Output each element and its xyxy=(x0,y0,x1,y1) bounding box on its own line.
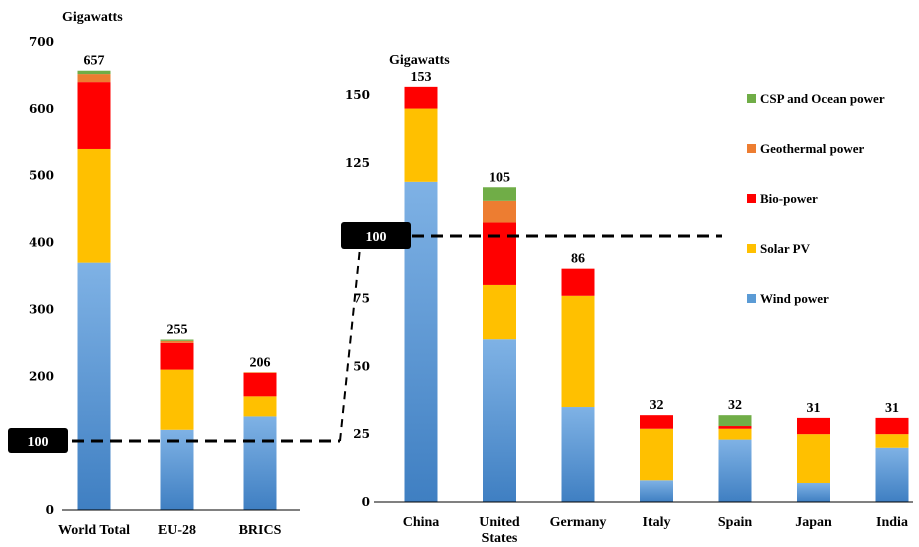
left-bar-eu-28-wind-power xyxy=(160,429,194,510)
right-reference-badge: 100 xyxy=(341,222,411,249)
right-y-tick: 0 xyxy=(362,495,370,509)
right-bar-united-states-csp-and-ocean-power xyxy=(483,187,516,201)
right-category-united-states: United States xyxy=(479,515,520,546)
right-totals: 153 105 86 32 32 31 31 xyxy=(411,70,900,416)
right-bar-india-bio-power xyxy=(875,417,909,435)
right-y-tick: 25 xyxy=(353,427,370,441)
left-y-tick: 500 xyxy=(29,169,54,183)
left-bar-world-total-bio-power xyxy=(77,82,111,149)
right-bar-united-states-bio-power xyxy=(483,222,516,285)
left-total-brics: 206 xyxy=(250,355,271,370)
right-bar-united-states-geothermal-power xyxy=(483,200,516,223)
left-reference-label: 100 xyxy=(28,435,49,450)
right-total-india: 31 xyxy=(885,401,899,416)
left-bar-eu-28-csp-and-ocean-power xyxy=(160,339,194,341)
right-bar-spain-csp-and-ocean-power xyxy=(718,415,752,427)
legend-swatch-bio-power xyxy=(747,194,756,203)
right-bar-china-bio-power xyxy=(404,86,438,109)
left-bar-brics-solar-pv xyxy=(243,396,277,417)
left-bar-world-total-csp-and-ocean-power xyxy=(77,70,111,75)
right-category-india: India xyxy=(876,515,908,530)
right-bar-united-states-solar-pv xyxy=(483,284,516,340)
right-total-japan: 31 xyxy=(807,401,821,416)
right-bar-italy-wind-power xyxy=(640,480,673,502)
left-y-tick: 200 xyxy=(29,369,54,383)
left-bar-eu-28-bio-power xyxy=(160,342,194,370)
left-category-eu-28: EU-28 xyxy=(158,523,196,538)
right-category-italy: Italy xyxy=(643,515,671,530)
left-bar-eu-28-geothermal-power xyxy=(160,340,194,343)
left-bars xyxy=(77,70,277,510)
left-y-tick: 600 xyxy=(29,102,54,116)
right-bar-italy-bio-power xyxy=(640,415,673,429)
right-bar-spain-bio-power xyxy=(718,426,752,429)
right-category-spain: Spain xyxy=(718,515,752,530)
left-bar-eu-28-solar-pv xyxy=(160,369,194,430)
left-bar-brics-geothermal-power xyxy=(243,372,277,373)
left-categories: World Total EU-28 BRICS xyxy=(58,523,282,538)
left-y-unit: Gigawatts xyxy=(62,10,123,25)
right-category-germany: Germany xyxy=(550,515,607,530)
right-bar-germany-bio-power xyxy=(561,268,595,296)
right-bar-spain-wind-power xyxy=(718,439,752,502)
right-bar-italy-solar-pv xyxy=(640,428,673,481)
legend-label-csp-and-ocean-power: CSP and Ocean power xyxy=(760,91,885,106)
right-category-china: China xyxy=(403,515,440,530)
legend-label-bio-power: Bio-power xyxy=(760,191,818,206)
right-bar-germany-solar-pv xyxy=(561,295,595,408)
right-y-tick: 150 xyxy=(345,88,370,102)
right-total-china: 153 xyxy=(411,70,432,85)
right-bar-japan-solar-pv xyxy=(797,434,830,484)
legend-swatch-geothermal-power xyxy=(747,144,756,153)
right-total-spain: 32 xyxy=(728,398,742,413)
right-bar-japan-bio-power xyxy=(797,417,830,435)
right-y-tick: 75 xyxy=(353,292,370,306)
legend: CSP and Ocean power Geothermal power Bio-p… xyxy=(747,91,885,306)
left-category-brics: BRICS xyxy=(239,523,282,538)
left-total-world-total: 657 xyxy=(84,54,105,69)
left-bar-world-total-wind-power xyxy=(77,262,111,510)
left-bar-brics-bio-power xyxy=(243,372,277,397)
left-y-tick: 300 xyxy=(29,302,54,316)
right-y-tick: 125 xyxy=(345,156,370,170)
right-bar-spain-solar-pv xyxy=(718,428,752,440)
left-total-eu-28: 255 xyxy=(167,323,188,338)
right-y-unit: Gigawatts xyxy=(389,53,450,68)
legend-swatch-wind-power xyxy=(747,294,756,303)
right-total-germany: 86 xyxy=(571,252,585,267)
right-total-united-states: 105 xyxy=(489,170,510,185)
right-y-tick: 50 xyxy=(353,359,370,373)
right-bar-china-solar-pv xyxy=(404,108,438,182)
connector-line xyxy=(339,247,361,442)
right-y-ticks: 0255075100125150 xyxy=(345,88,370,509)
legend-label-solar-pv: Solar PV xyxy=(760,241,811,256)
right-bar-india-wind-power xyxy=(875,447,909,502)
right-categories: China United States Germany Italy Spain Japan I… xyxy=(403,515,908,546)
right-reference-label: 100 xyxy=(366,230,387,245)
left-bar-world-total-solar-pv xyxy=(77,148,111,263)
legend-swatch-solar-pv xyxy=(747,244,756,253)
right-total-italy: 32 xyxy=(650,398,664,413)
left-bar-brics-wind-power xyxy=(243,416,277,510)
right-bar-germany-wind-power xyxy=(561,407,595,502)
right-category-japan: Japan xyxy=(795,515,832,530)
legend-label-geothermal-power: Geothermal power xyxy=(760,141,865,156)
left-y-tick: 700 xyxy=(29,35,54,49)
legend-swatch-csp-and-ocean-power xyxy=(747,94,756,103)
left-reference-badge: 100 xyxy=(8,428,68,453)
legend-label-wind-power: Wind power xyxy=(760,291,829,306)
left-y-tick: 400 xyxy=(29,236,54,250)
left-category-world-total: World Total xyxy=(58,523,130,538)
right-bar-japan-wind-power xyxy=(797,483,830,502)
right-bar-india-solar-pv xyxy=(875,434,909,448)
left-y-tick: 0 xyxy=(46,503,54,517)
left-totals: 657 255 206 xyxy=(84,54,271,371)
left-bar-world-total-geothermal-power xyxy=(77,74,111,83)
left-chart: Gigawatts 0 100 200 300 400 500 600 700 657 255 2… xyxy=(29,10,300,538)
right-bar-united-states-wind-power xyxy=(483,339,516,502)
